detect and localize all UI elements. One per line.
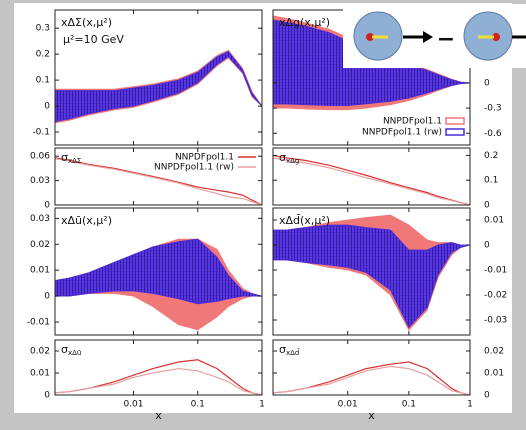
- panel: 0.01 0 -0.01 -0.02 -0.03 xΔd̄(x,μ²): [272, 207, 507, 336]
- y-tick-label: 0.2: [36, 50, 50, 60]
- panel: 0.02 0.01 0 0.01 0.1 1 x σxΔd̄: [272, 339, 504, 422]
- parton: [366, 33, 374, 41]
- operator: −: [437, 27, 455, 52]
- plot-area: [55, 238, 262, 331]
- frame: [272, 339, 471, 396]
- inset-diagram: −: [343, 4, 526, 68]
- y-tick-label: 0: [44, 201, 50, 211]
- panels: 0.3 0.2 0.1 0 -0.1 xΔΣ(x,μ²) μ²=10 GeV 0 -0.3 -0.…: [27, 9, 507, 422]
- legend-label: NNPDFpol1.1 (rw): [362, 128, 442, 138]
- y-tick-label: 0.03: [30, 176, 50, 186]
- panel: 0.03 0.02 0.01 0 -0.01 xΔū(x,μ²): [27, 207, 263, 336]
- y-tick-label: 0.1: [36, 76, 50, 86]
- label-symbol: σ: [279, 343, 286, 356]
- plot-area: [273, 154, 470, 205]
- panel-label: σxΔd̄: [279, 343, 300, 357]
- panel-title: xΔd̄(x,μ²): [279, 214, 330, 227]
- frame: [272, 207, 471, 336]
- label-subscript: xΔū: [68, 349, 81, 357]
- panel-label: σxΔg: [279, 151, 299, 165]
- plot-area: [55, 157, 262, 205]
- y-tick-label: 0.02: [30, 240, 50, 250]
- line: [273, 365, 470, 395]
- y-tick-label: 0.03: [30, 214, 50, 224]
- frame: [54, 9, 263, 146]
- y-tick-label: 0: [44, 391, 50, 401]
- y-tick-label: 0.02: [484, 347, 504, 357]
- y-tick-label: 0.2: [484, 151, 498, 161]
- arrow-head: [423, 31, 433, 43]
- y-tick-label: -0.01: [484, 266, 507, 276]
- y-tick-label: -0.01: [27, 318, 50, 328]
- label-symbol: σ: [61, 343, 68, 356]
- legend-swatch: [445, 117, 465, 125]
- panel: 0.02 0.01 0 0.01 0.1 1 x σxΔū: [30, 339, 265, 422]
- x-tick-label: 0.1: [191, 400, 205, 410]
- x-tick-label: 0.1: [402, 400, 416, 410]
- y-tick-label: 0.02: [30, 347, 50, 357]
- panel-label: σxΔΣ: [61, 151, 81, 165]
- frame: [272, 147, 471, 206]
- plot-area: [273, 214, 470, 331]
- band: [273, 224, 470, 329]
- x-tick-label: 0.01: [123, 400, 143, 410]
- x-tick-label: 1: [259, 400, 265, 410]
- y-tick-label: 0: [44, 292, 50, 302]
- plot-area: [273, 361, 470, 395]
- line: [55, 157, 262, 205]
- label-symbol: σ: [61, 151, 68, 164]
- frame: [54, 339, 263, 396]
- y-tick-label: 0: [484, 201, 490, 211]
- y-tick-label: 0: [484, 78, 490, 88]
- panel-title: xΔū(x,μ²): [61, 214, 112, 227]
- x-axis-label: x: [155, 409, 162, 422]
- label-subscript: xΔΣ: [68, 157, 81, 165]
- y-tick-label: 0.01: [30, 369, 50, 379]
- y-tick-label: -0.3: [484, 104, 502, 114]
- label-symbol: σ: [279, 151, 286, 164]
- plot-area: [55, 49, 262, 124]
- y-tick-label: 0: [484, 241, 490, 251]
- panel-label: σxΔū: [61, 343, 81, 357]
- band: [55, 238, 262, 305]
- y-tick-label: -0.6: [484, 129, 502, 139]
- plot-area: [55, 359, 262, 395]
- panel-title: xΔg(x,μ²): [279, 16, 330, 29]
- y-tick-label: 0.3: [36, 24, 50, 34]
- y-tick-label: 0: [484, 391, 490, 401]
- parton: [492, 33, 500, 41]
- y-tick-label: 0: [44, 102, 50, 112]
- panel-title: xΔΣ(x,μ²): [61, 16, 112, 29]
- x-tick-label: 1: [467, 400, 473, 410]
- band: [55, 51, 262, 123]
- panel: 0.2 0.1 0 σxΔg: [272, 147, 498, 211]
- y-tick-label: 0.01: [30, 266, 50, 276]
- legend-label: NNPDFpol1.1: [175, 153, 234, 163]
- y-tick-label: 0.06: [30, 152, 50, 162]
- line: [55, 157, 262, 205]
- line: [55, 367, 262, 395]
- y-tick-label: 0.1: [484, 176, 498, 186]
- x-axis-label: x: [368, 409, 375, 422]
- frame: [54, 147, 263, 206]
- legend-swatch: [445, 128, 465, 136]
- label-subscript: xΔd̄: [286, 348, 300, 357]
- y-tick-label: -0.02: [484, 291, 507, 301]
- panel: 0.3 0.2 0.1 0 -0.1 xΔΣ(x,μ²) μ²=10 GeV: [32, 9, 263, 146]
- line: [273, 157, 470, 205]
- legend-label: NNPDFpol1.1: [383, 117, 442, 127]
- frame: [54, 207, 263, 336]
- annotation: μ²=10 GeV: [63, 33, 124, 46]
- y-tick-label: -0.1: [32, 128, 50, 138]
- legend-label: NNPDFpol1.1 (rw): [154, 163, 234, 173]
- x-tick-label: 0.01: [338, 400, 358, 410]
- y-tick-label: 0.01: [484, 369, 504, 379]
- label-subscript: xΔg: [286, 157, 299, 165]
- y-tick-label: 0.01: [484, 216, 504, 226]
- y-tick-label: -0.03: [484, 316, 507, 326]
